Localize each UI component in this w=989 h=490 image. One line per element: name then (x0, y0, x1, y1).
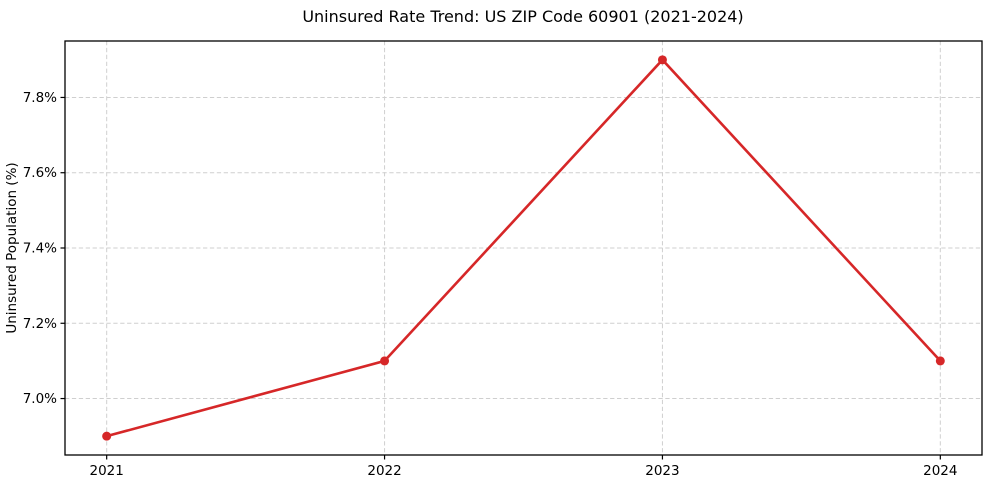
data-point (935, 356, 945, 366)
axes: 2021 2022 2023 2024 7.0% 7.2% 7.4% 7.6% 7.8% (23, 40, 983, 479)
data-point (380, 356, 390, 366)
y-axis-label: Uninsured Population (%) (4, 162, 20, 333)
y-tick-label: 7.6% (23, 165, 57, 181)
gridlines (65, 41, 982, 455)
trend-line (105, 58, 942, 438)
y-tick-label: 7.8% (23, 90, 57, 106)
x-tick-label: 2024 (923, 463, 957, 479)
x-tick-label: 2021 (90, 463, 124, 479)
data-series (102, 55, 945, 441)
chart-title: Uninsured Rate Trend: US ZIP Code 60901 … (302, 7, 743, 26)
y-tick-label: 7.0% (23, 391, 57, 407)
y-tick-label: 7.4% (23, 241, 57, 257)
data-point (657, 55, 667, 65)
x-tick-label: 2022 (367, 463, 401, 479)
data-point (102, 431, 112, 441)
y-tick-label: 7.2% (23, 316, 57, 332)
x-tick-label: 2023 (645, 463, 679, 479)
